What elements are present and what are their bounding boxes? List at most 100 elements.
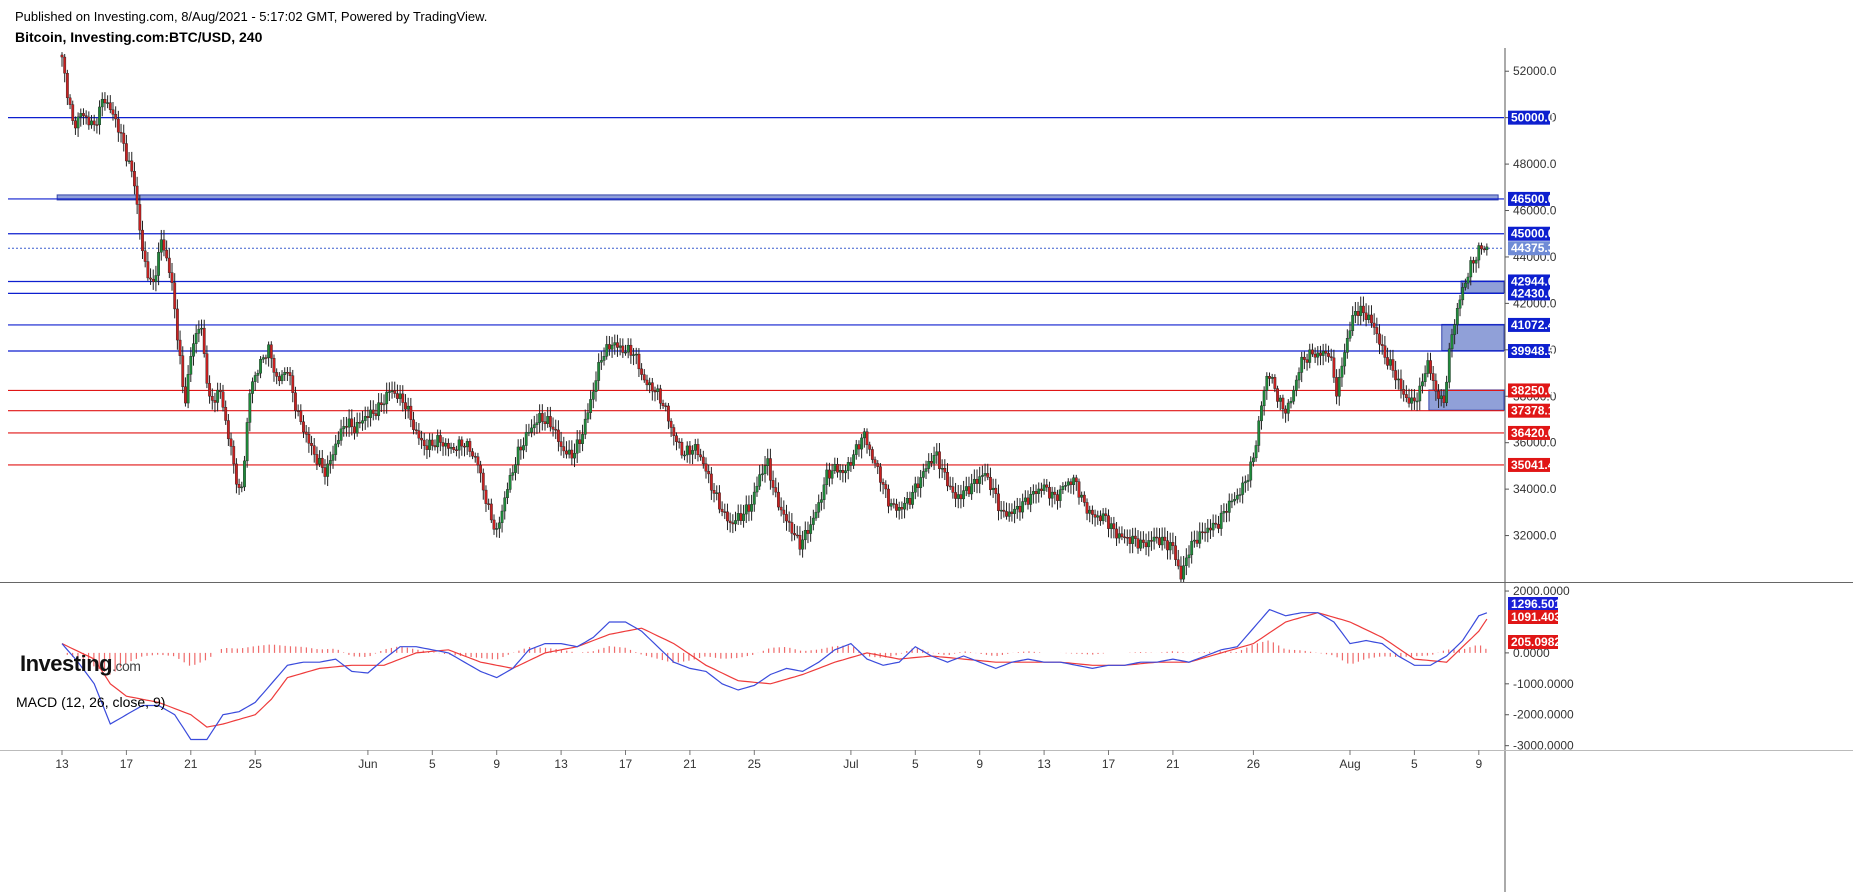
candle-body: [60, 54, 64, 58]
candle-body: [959, 494, 963, 500]
time-tick-label: 9: [1475, 757, 1482, 771]
level-label-box: [1508, 425, 1550, 440]
candle-body: [755, 485, 759, 493]
candle-body: [345, 426, 348, 428]
candle-body: [1099, 515, 1102, 522]
candle-body: [1364, 312, 1368, 320]
candle-body: [685, 445, 689, 456]
candle-body: [1023, 497, 1027, 502]
candle-body: [1313, 353, 1317, 358]
candle-body: [723, 511, 727, 513]
signal-value-label: 1091.4035: [1511, 610, 1568, 624]
candle-body: [570, 449, 574, 459]
candle-body: [224, 407, 228, 421]
candle-body: [428, 439, 432, 450]
candle-body: [1112, 523, 1116, 530]
candle-body: [1442, 395, 1446, 403]
macd-tick-label: -2000.0000: [1513, 708, 1574, 722]
candle-body: [465, 441, 469, 448]
candle-body: [1166, 540, 1169, 551]
candle-body: [1455, 308, 1459, 325]
candle-body: [302, 421, 305, 433]
candle-body: [1324, 350, 1328, 354]
candle-body: [597, 362, 601, 381]
candle-body: [801, 539, 805, 550]
candle-body: [581, 434, 584, 444]
candle-body: [192, 343, 195, 357]
candle-body: [1278, 397, 1282, 402]
candle-body: [975, 478, 979, 484]
candle-body: [1472, 260, 1475, 264]
candle-body: [320, 457, 324, 468]
candle-body: [1316, 352, 1320, 358]
candle-body: [1107, 515, 1110, 529]
candle-body: [1388, 359, 1392, 366]
candle-body: [401, 393, 405, 403]
candle-body: [1249, 461, 1253, 481]
candle-body: [186, 374, 190, 404]
level-label: 44375.3: [1511, 241, 1555, 255]
candle-body: [1104, 513, 1108, 516]
candle-body: [948, 485, 952, 488]
candle-body: [1343, 352, 1347, 367]
candle-body: [1090, 509, 1094, 515]
candle-body: [626, 344, 630, 353]
candle-body: [846, 462, 850, 471]
candle-body: [954, 492, 957, 499]
candle-body: [1045, 484, 1049, 488]
candle-body: [1356, 311, 1360, 316]
candle-body: [1421, 381, 1424, 387]
candle-body: [114, 114, 118, 120]
candle-body: [616, 342, 619, 348]
candle-body: [63, 56, 67, 74]
candle-body: [299, 410, 303, 422]
candle-body: [1404, 394, 1408, 398]
candle-body: [1131, 535, 1135, 544]
candle-body: [272, 358, 276, 373]
candle-body: [216, 389, 220, 403]
candle-body: [1246, 479, 1250, 482]
candle-body: [632, 354, 635, 356]
candle-body: [1386, 357, 1389, 366]
logo-text: Investing: [20, 651, 113, 676]
candle-body: [1222, 511, 1226, 514]
candle-body: [1066, 481, 1070, 486]
time-tick-label: 17: [1102, 757, 1116, 771]
candle-body: [1257, 420, 1261, 446]
candle-body: [935, 451, 939, 456]
candle-body: [1176, 559, 1180, 567]
candle-body: [1109, 523, 1113, 529]
candle-body: [1042, 484, 1046, 491]
level-label: 42944.0: [1511, 274, 1555, 288]
time-tick-label: Jul: [843, 757, 858, 771]
time-tick-label: 21: [683, 757, 697, 771]
candle-body: [1174, 545, 1177, 560]
macd-tick-label: 0.0000: [1513, 646, 1550, 660]
candle-body: [323, 467, 327, 477]
candle-body: [269, 344, 273, 359]
candle-body: [1158, 537, 1161, 546]
candle-body: [897, 507, 901, 511]
level-label: 41072.4: [1511, 318, 1555, 332]
candle-body: [709, 473, 713, 491]
candle-body: [355, 422, 359, 434]
candle-body: [1378, 333, 1381, 345]
candle-body: [248, 393, 252, 423]
candle-body: [1072, 477, 1076, 485]
investing-logo: Investing.com: [20, 651, 141, 677]
candle-body: [74, 120, 77, 129]
candle-body: [1192, 539, 1196, 542]
candle-body: [905, 498, 909, 504]
candle-body: [256, 373, 260, 376]
candle-body: [1321, 350, 1325, 356]
candle-body: [535, 422, 539, 425]
candle-body: [629, 344, 633, 356]
candle-body: [814, 511, 818, 519]
candle-body: [943, 468, 947, 473]
candle-body: [1139, 539, 1143, 549]
candle-body: [1418, 385, 1422, 402]
candle-body: [328, 460, 332, 465]
candle-body: [701, 456, 705, 465]
candle-body: [1469, 260, 1473, 278]
